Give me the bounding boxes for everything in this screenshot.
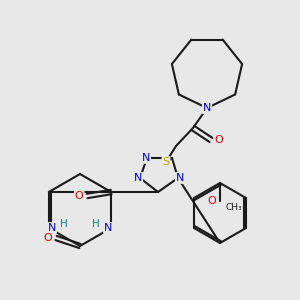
Text: N: N	[48, 223, 56, 233]
Text: N: N	[142, 153, 150, 163]
Text: N: N	[134, 173, 142, 183]
Text: H: H	[60, 219, 68, 229]
Text: O: O	[75, 191, 84, 201]
Text: CH₃: CH₃	[225, 202, 242, 211]
Text: N: N	[104, 223, 112, 233]
Text: N: N	[203, 103, 211, 113]
Text: O: O	[208, 196, 216, 206]
Text: H: H	[92, 219, 100, 229]
Text: O: O	[44, 233, 52, 243]
Text: S: S	[162, 157, 169, 167]
Text: O: O	[214, 135, 224, 145]
Text: N: N	[176, 173, 184, 183]
